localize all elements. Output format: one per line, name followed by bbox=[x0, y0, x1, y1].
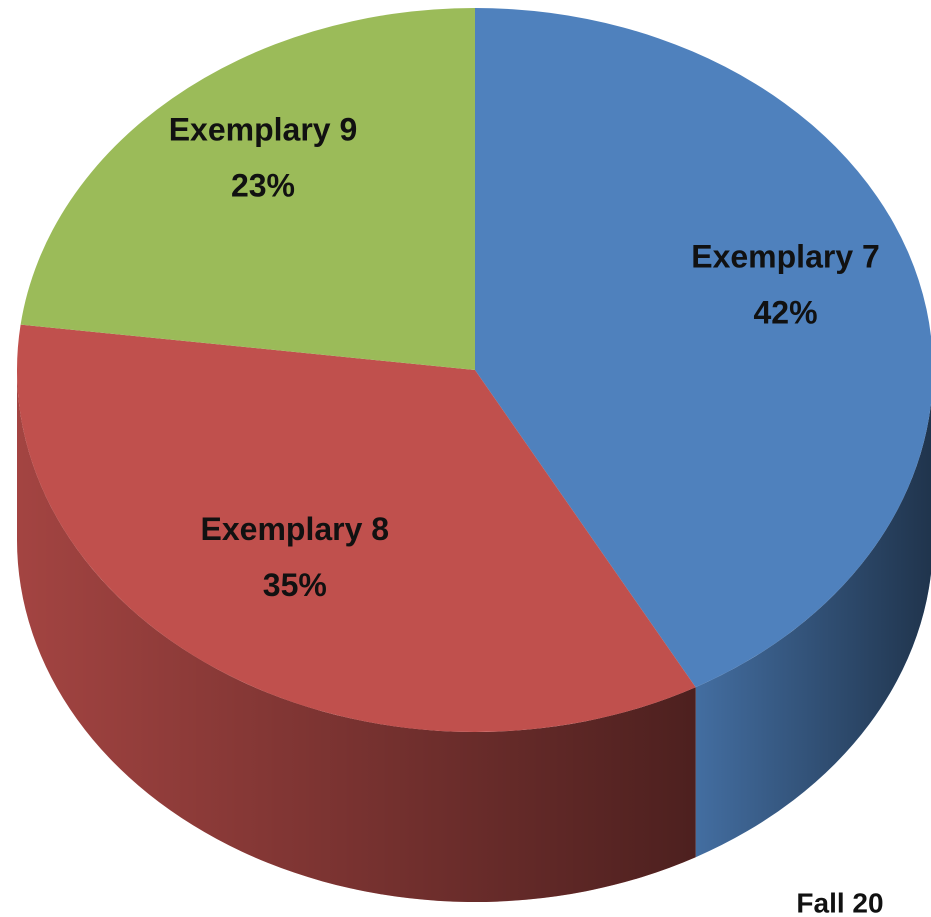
slice-label: Exemplary 7 bbox=[691, 238, 880, 274]
slice-label: Exemplary 8 bbox=[201, 511, 390, 547]
pie-labels: Exemplary 7 42% Exemplary 8 35% Exemplary 9 2… bbox=[169, 111, 880, 603]
slice bbox=[475, 8, 931, 688]
slice bbox=[20, 8, 475, 370]
slice-value-label: 35% bbox=[263, 567, 327, 603]
pie-sides bbox=[17, 370, 931, 903]
pie-tops bbox=[16, 8, 931, 733]
annotation: Fall 20 bbox=[796, 887, 883, 917]
slice-label: Exemplary 9 bbox=[169, 111, 358, 147]
slice-side-shade bbox=[695, 403, 931, 858]
slice bbox=[16, 324, 696, 733]
slice-side-shade bbox=[17, 370, 696, 903]
slice-value-label: 42% bbox=[754, 294, 818, 330]
slice-value-label: 23% bbox=[231, 167, 295, 203]
